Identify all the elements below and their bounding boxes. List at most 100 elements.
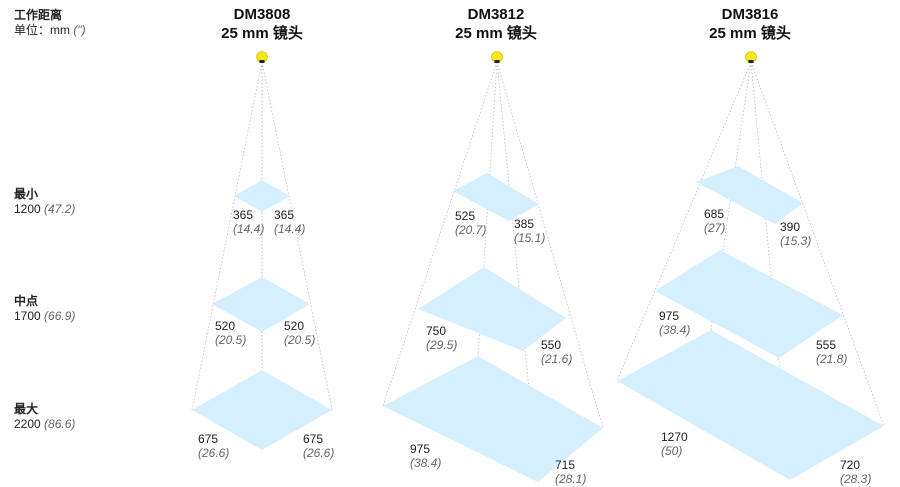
dim-dm3808-max-b: 675 (26.6) (303, 432, 334, 460)
row-min-in: (47.2) (44, 202, 76, 216)
dim-inch: (28.3) (840, 472, 872, 486)
dim-value: 750 (426, 324, 447, 338)
units-mm: 单位：mm (14, 23, 70, 37)
dim-inch: (20.5) (284, 333, 316, 347)
fov-edge-line (261, 61, 333, 411)
dim-value: 685 (704, 207, 725, 221)
dim-dm3816-mid-a: 975 (38.4) (659, 309, 690, 337)
dim-value: 365 (274, 208, 295, 222)
row-mid-name: 中点 (14, 294, 39, 308)
dim-inch: (15.1) (514, 231, 546, 245)
model-lens: 25 mm 镜头 (221, 25, 303, 42)
dim-value: 520 (284, 319, 305, 333)
dim-value: 365 (233, 208, 254, 222)
row-min-name: 最小 (14, 187, 39, 201)
row-max-in: (86.6) (44, 417, 76, 431)
fov-edge-line (496, 61, 604, 429)
fov-plane-max (192, 370, 332, 450)
dim-dm3812-min-a: 525 (20.7) (455, 209, 486, 237)
fov-plane-min (696, 166, 803, 224)
row-max-name: 最大 (14, 402, 39, 416)
dim-value: 550 (541, 338, 562, 352)
dim-dm3816-max-a: 1270 (50) (661, 430, 688, 458)
model-lens: 25 mm 镜头 (709, 25, 791, 42)
fov-pyramid-dm3808 (191, 51, 333, 450)
units-label: 单位：mm (") (14, 23, 86, 37)
model-lens: 25 mm 镜头 (455, 25, 537, 42)
units-inch: (") (73, 23, 86, 37)
dim-dm3808-min-a: 365 (14.4) (233, 208, 264, 236)
camera-icon (256, 51, 268, 63)
fov-plane-mid (418, 267, 566, 351)
fov-edge-line (616, 61, 752, 382)
dim-dm3812-min-b: 385 (15.1) (514, 217, 545, 245)
model-title-dm3808: DM3808 25 mm 镜头 (182, 5, 342, 43)
dim-value: 520 (215, 319, 236, 333)
dim-dm3808-min-b: 365 (14.4) (274, 208, 305, 236)
dim-dm3816-min-b: 390 (15.3) (780, 220, 811, 248)
dim-dm3808-max-a: 675 (26.6) (198, 432, 229, 460)
fov-edge-line (382, 61, 498, 407)
row-max-mm: 2200 (14, 417, 41, 431)
dim-inch: (14.4) (274, 222, 306, 236)
dim-dm3816-min-a: 685 (27) (704, 207, 725, 235)
row-mid-value: 1700 (66.9) (14, 309, 75, 323)
row-mid-in: (66.9) (44, 309, 76, 323)
row-max-value: 2200 (86.6) (14, 417, 75, 431)
model-title-dm3812: DM3812 25 mm 镜头 (416, 5, 576, 43)
fov-edge-line (496, 61, 539, 483)
dim-dm3816-max-b: 720 (28.3) (840, 458, 871, 486)
dim-dm3812-max-a: 975 (38.4) (410, 442, 441, 470)
dim-dm3808-mid-b: 520 (20.5) (284, 319, 315, 347)
dim-inch: (38.4) (410, 456, 442, 470)
fov-edge-line (191, 61, 263, 411)
dim-value: 975 (410, 442, 431, 456)
row-min-mm: 1200 (14, 202, 41, 216)
dim-value: 715 (555, 458, 576, 472)
fov-plane-mid (212, 277, 310, 332)
camera-icon (491, 51, 503, 63)
fov-plane-min (234, 180, 290, 212)
dim-inch: (21.8) (816, 352, 848, 366)
fov-pyramid-dm3812 (382, 51, 604, 483)
dim-value: 675 (198, 432, 219, 446)
dim-value: 1270 (661, 430, 688, 444)
dim-inch: (28.1) (555, 472, 587, 486)
dim-value: 720 (840, 458, 861, 472)
row-min-value: 1200 (47.2) (14, 202, 75, 216)
dim-inch: (20.5) (215, 333, 247, 347)
model-name: DM3816 (721, 6, 779, 23)
dim-inch: (50) (661, 444, 683, 458)
dim-value: 555 (816, 338, 837, 352)
camera-icon (745, 51, 757, 63)
dim-dm3812-max-b: 715 (28.1) (555, 458, 586, 486)
dim-value: 975 (659, 309, 680, 323)
fov-plane-mid (655, 250, 843, 358)
fov-plane-max (617, 330, 884, 480)
dim-inch: (26.6) (198, 446, 230, 460)
model-title-dm3816: DM3816 25 mm 镜头 (670, 5, 830, 43)
dim-dm3808-mid-a: 520 (20.5) (215, 319, 246, 347)
dim-dm3812-mid-b: 550 (21.6) (541, 338, 572, 366)
dim-inch: (26.6) (303, 446, 335, 460)
fov-plane-min (453, 173, 539, 221)
model-name: DM3812 (467, 6, 525, 23)
dim-inch: (20.7) (455, 223, 487, 237)
dim-inch: (29.5) (426, 338, 458, 352)
dim-inch: (27) (704, 221, 726, 235)
dim-value: 385 (514, 217, 535, 231)
fov-edge-line (750, 61, 885, 427)
dim-value: 675 (303, 432, 324, 446)
fov-pyramid-dm3816 (616, 51, 885, 481)
dim-value: 390 (780, 220, 801, 234)
dim-inch: (21.6) (541, 352, 573, 366)
model-name: DM3808 (233, 6, 291, 23)
fov-plane-max (383, 356, 603, 482)
working-distance-label: 工作距离 (14, 8, 63, 22)
dim-dm3816-mid-b: 555 (21.8) (816, 338, 847, 366)
dim-dm3812-mid-a: 750 (29.5) (426, 324, 457, 352)
dim-inch: (38.4) (659, 323, 691, 337)
dim-value: 525 (455, 209, 476, 223)
row-mid-mm: 1700 (14, 309, 41, 323)
